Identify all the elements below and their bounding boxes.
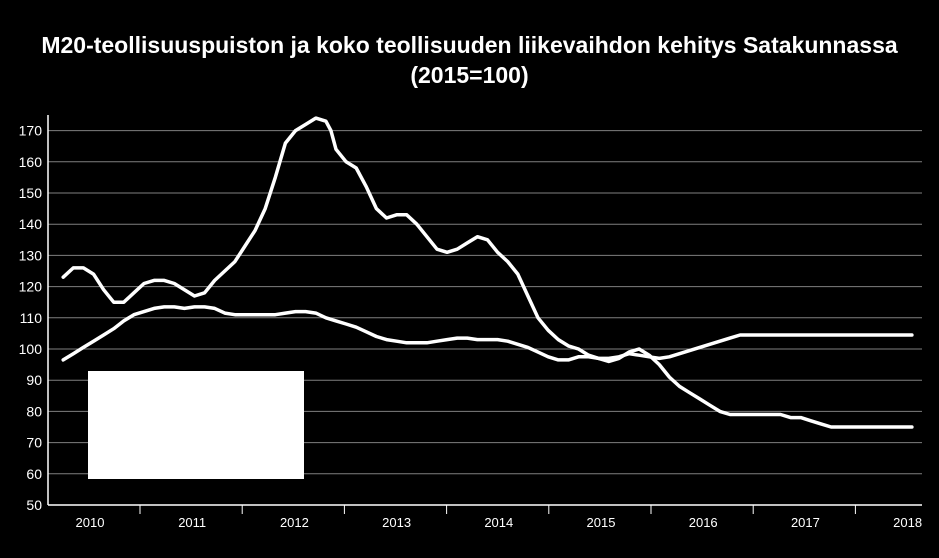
x-tick-label: 2017 [791, 515, 820, 530]
x-tick-label: 2012 [280, 515, 309, 530]
x-tick-label: 2013 [382, 515, 411, 530]
grid-lines [48, 130, 922, 475]
legend-box [88, 371, 304, 479]
y-tick-label: 120 [19, 279, 43, 295]
chart-subtitle: (2015=100) [410, 62, 529, 88]
y-tick-label: 150 [19, 185, 43, 201]
y-tick-label: 80 [26, 403, 42, 419]
x-tick-label: 2010 [76, 515, 105, 530]
y-tick-label: 50 [26, 497, 42, 513]
y-tick-label: 130 [19, 247, 43, 263]
y-tick-label: 60 [26, 466, 42, 482]
x-tick-label: 2014 [484, 515, 513, 530]
y-tick-labels: 50 60 70 80 90 100 110 120 130 140 150 160 170 [19, 123, 43, 513]
series-line-1 [61, 116, 914, 429]
y-tick-label: 70 [26, 435, 42, 451]
y-tick-label: 170 [19, 123, 43, 139]
axes [47, 115, 922, 514]
x-tick-label: 2015 [587, 515, 616, 530]
x-tick-labels: 2010 2011 2012 2013 2014 2015 2016 2017 2018 [76, 515, 923, 530]
chart-title: M20-teollisuuspuiston ja koko teollisuud… [0, 30, 939, 90]
y-tick-label: 90 [26, 372, 42, 388]
y-tick-label: 140 [19, 216, 43, 232]
x-tick-label: 2018 [893, 515, 922, 530]
y-tick-label: 160 [19, 154, 43, 170]
x-tick-label: 2016 [689, 515, 718, 530]
series-line-2 [61, 305, 914, 362]
chart-title-line: M20-teollisuuspuiston ja koko teollisuud… [41, 32, 898, 58]
y-tick-label: 110 [20, 310, 43, 326]
series-lines [61, 116, 914, 429]
y-tick-label: 100 [19, 341, 43, 357]
x-tick-label: 2011 [178, 515, 206, 530]
